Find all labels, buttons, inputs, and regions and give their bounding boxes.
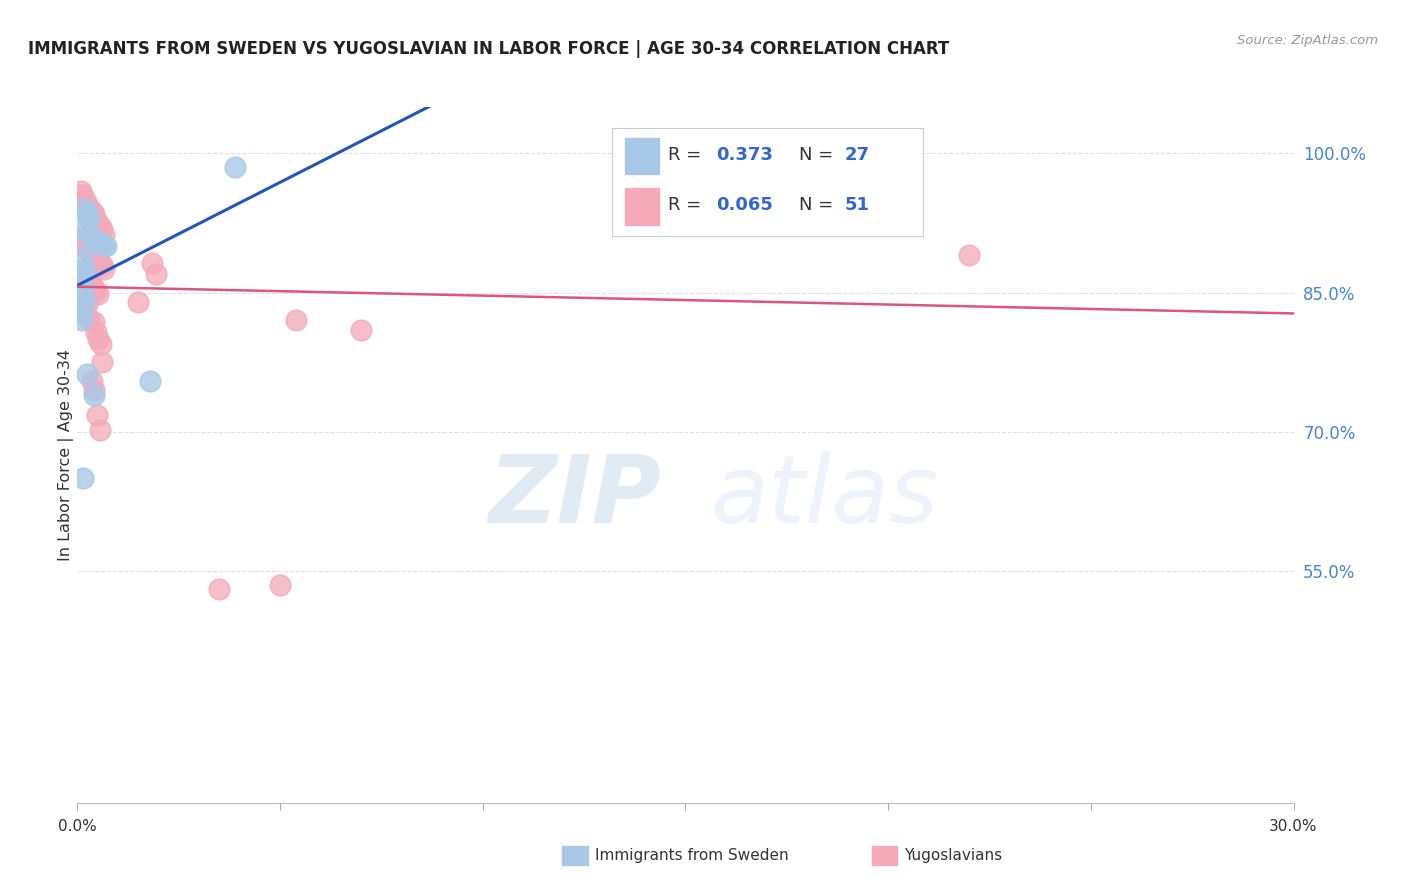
Point: [79, 275, 101, 289]
Point: [70, 250, 93, 264]
Text: atlas: atlas: [710, 451, 938, 542]
Point: [83, 248, 105, 262]
Point: [76, 197, 98, 211]
Point: [75, 294, 97, 309]
Point: [127, 294, 149, 309]
Point: [93, 228, 115, 243]
Point: [72, 220, 94, 235]
Point: [84, 235, 107, 249]
Point: [83, 207, 105, 221]
Point: [90, 222, 112, 236]
Point: [89, 219, 111, 233]
Point: [69, 306, 91, 320]
Y-axis label: In Labor Force | Age 30-34: In Labor Force | Age 30-34: [58, 349, 75, 561]
Point: [76, 271, 98, 285]
Point: [86, 332, 108, 346]
Point: [89, 236, 111, 251]
Point: [76, 242, 98, 256]
Point: [73, 267, 96, 281]
Text: Source: ZipAtlas.com: Source: ZipAtlas.com: [1237, 34, 1378, 47]
Point: [69, 184, 91, 198]
Point: [269, 578, 291, 592]
Point: [80, 374, 103, 388]
Point: [69, 232, 91, 246]
Text: 30.0%: 30.0%: [1270, 820, 1317, 835]
Text: Yugoslavians: Yugoslavians: [904, 848, 1002, 863]
Point: [139, 374, 162, 388]
Point: [84, 284, 107, 298]
Point: [86, 235, 108, 250]
Point: [72, 471, 94, 485]
Point: [79, 228, 101, 243]
Point: [80, 246, 103, 260]
Point: [91, 355, 114, 369]
Point: [957, 248, 980, 262]
Point: [76, 296, 98, 310]
Point: [72, 281, 94, 295]
Point: [69, 271, 91, 285]
Point: [285, 313, 308, 327]
Point: [75, 202, 97, 216]
Point: [70, 290, 93, 304]
Text: IMMIGRANTS FROM SWEDEN VS YUGOSLAVIAN IN LABOR FORCE | AGE 30-34 CORRELATION CHA: IMMIGRANTS FROM SWEDEN VS YUGOSLAVIAN IN…: [28, 40, 949, 58]
Point: [84, 213, 107, 227]
Point: [208, 582, 231, 597]
Point: [90, 258, 112, 272]
Point: [141, 256, 163, 270]
Point: [83, 387, 105, 401]
Point: [84, 325, 107, 339]
Point: [90, 336, 112, 351]
Point: [73, 262, 96, 277]
Point: [86, 408, 108, 422]
Point: [79, 244, 101, 258]
Point: [83, 383, 105, 397]
Point: [77, 211, 100, 226]
Point: [72, 235, 94, 249]
Point: [80, 278, 103, 293]
Point: [76, 368, 98, 382]
Point: [86, 287, 108, 301]
Point: [79, 202, 101, 216]
Point: [83, 232, 105, 246]
Point: [350, 323, 373, 337]
Point: [83, 315, 105, 329]
Point: [70, 313, 93, 327]
Point: [73, 193, 96, 207]
Point: [86, 216, 108, 230]
Point: [75, 239, 97, 253]
Point: [93, 238, 115, 252]
Point: [145, 267, 167, 281]
Point: [224, 161, 246, 175]
Point: [93, 262, 115, 277]
Point: [86, 253, 108, 268]
Point: [80, 230, 103, 244]
Point: [84, 250, 107, 264]
Point: [76, 207, 98, 221]
Point: [70, 188, 93, 202]
Text: Immigrants from Sweden: Immigrants from Sweden: [595, 848, 789, 863]
Point: [90, 237, 112, 252]
Point: [77, 311, 100, 326]
Point: [94, 239, 117, 253]
Point: [73, 293, 96, 307]
Point: [89, 423, 111, 437]
Point: [83, 281, 105, 295]
Point: [89, 256, 111, 270]
Point: [755, 194, 778, 209]
Point: [70, 267, 93, 281]
Point: [80, 203, 103, 218]
Point: [75, 306, 97, 320]
Text: 0.0%: 0.0%: [58, 820, 97, 835]
Text: ZIP: ZIP: [488, 450, 661, 542]
